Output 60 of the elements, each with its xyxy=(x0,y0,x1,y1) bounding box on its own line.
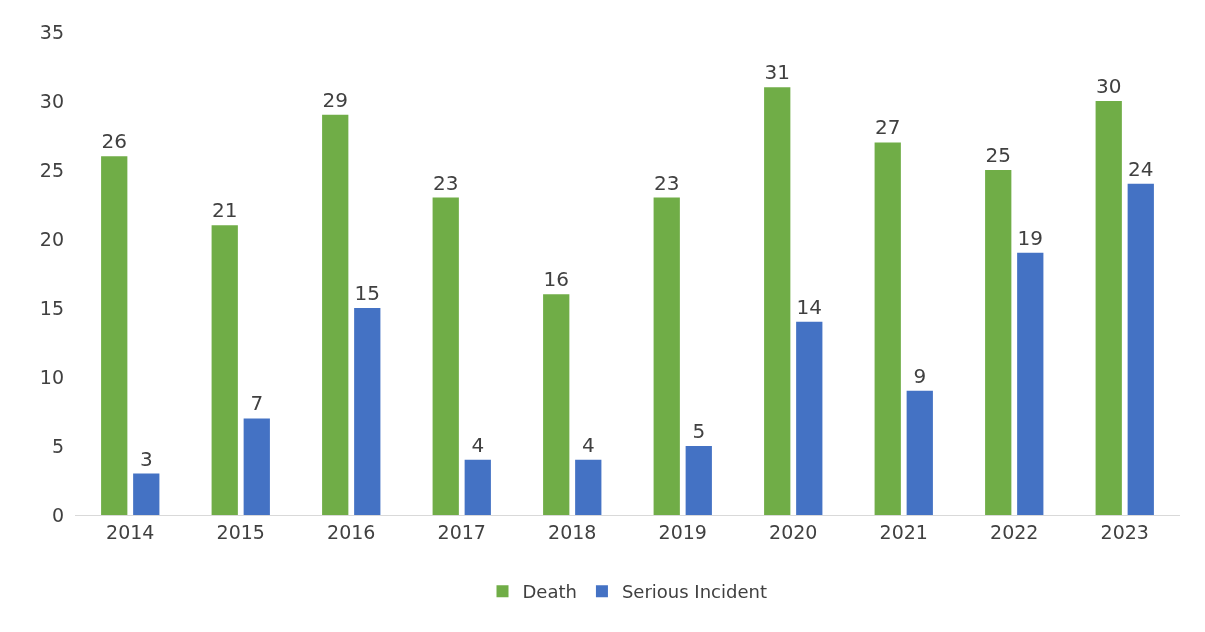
data-label: 29 xyxy=(322,87,348,112)
y-tick-label: 5 xyxy=(51,434,64,457)
bar xyxy=(764,87,791,515)
bar xyxy=(133,473,160,515)
data-label: 4 xyxy=(471,432,485,457)
bar xyxy=(354,308,381,515)
bar xyxy=(796,321,823,515)
legend-label: Death xyxy=(522,581,577,603)
data-label: 25 xyxy=(985,143,1011,167)
data-label: 23 xyxy=(654,170,680,195)
data-label: 16 xyxy=(543,267,569,292)
bar xyxy=(906,390,933,515)
x-tick-label: 2019 xyxy=(658,520,707,543)
y-tick-label: 25 xyxy=(39,158,64,181)
bar xyxy=(653,197,680,515)
bar xyxy=(874,142,901,515)
y-tick-label: 35 xyxy=(39,20,64,43)
data-label: 15 xyxy=(354,281,380,305)
x-tick-label: 2014 xyxy=(106,520,155,543)
data-label: 4 xyxy=(581,432,595,457)
x-tick-label: 2017 xyxy=(437,520,486,543)
bar xyxy=(1127,183,1154,515)
bar xyxy=(685,446,712,515)
bar xyxy=(322,114,349,515)
x-tick-label: 2020 xyxy=(769,520,818,543)
bar xyxy=(1017,252,1044,515)
x-tick-label: 2021 xyxy=(879,520,928,543)
data-label: 5 xyxy=(692,419,706,443)
y-tick-label: 20 xyxy=(39,227,64,250)
bar xyxy=(211,225,238,515)
bar xyxy=(1095,101,1122,515)
bar xyxy=(543,294,570,515)
data-label: 27 xyxy=(875,115,901,140)
x-tick-label: 2015 xyxy=(216,520,265,543)
data-label: 21 xyxy=(212,198,238,223)
x-tick-label: 2016 xyxy=(327,520,376,543)
y-tick-label: 0 xyxy=(51,503,64,526)
bar xyxy=(464,459,491,515)
bar xyxy=(101,156,128,515)
data-label: 31 xyxy=(764,60,790,85)
data-label: 30 xyxy=(1096,74,1122,98)
data-label: 9 xyxy=(913,363,927,388)
y-tick-label: 30 xyxy=(39,89,64,112)
x-tick-label: 2023 xyxy=(1100,520,1149,543)
data-label: 23 xyxy=(433,170,459,195)
x-tick-label: 2022 xyxy=(990,520,1039,543)
bar xyxy=(243,418,270,515)
bar xyxy=(575,459,602,515)
legend-label: Serious Incident xyxy=(621,581,767,603)
data-label: 14 xyxy=(796,294,822,319)
data-label: 24 xyxy=(1128,156,1154,181)
data-label: 7 xyxy=(250,391,264,416)
y-tick-label: 15 xyxy=(39,296,64,319)
bar xyxy=(985,170,1012,515)
data-label: 3 xyxy=(139,446,153,471)
data-label: 26 xyxy=(101,129,127,154)
bar xyxy=(432,197,459,515)
x-tick-label: 2018 xyxy=(548,520,597,543)
y-tick-label: 10 xyxy=(39,365,64,388)
data-label: 19 xyxy=(1017,225,1043,250)
